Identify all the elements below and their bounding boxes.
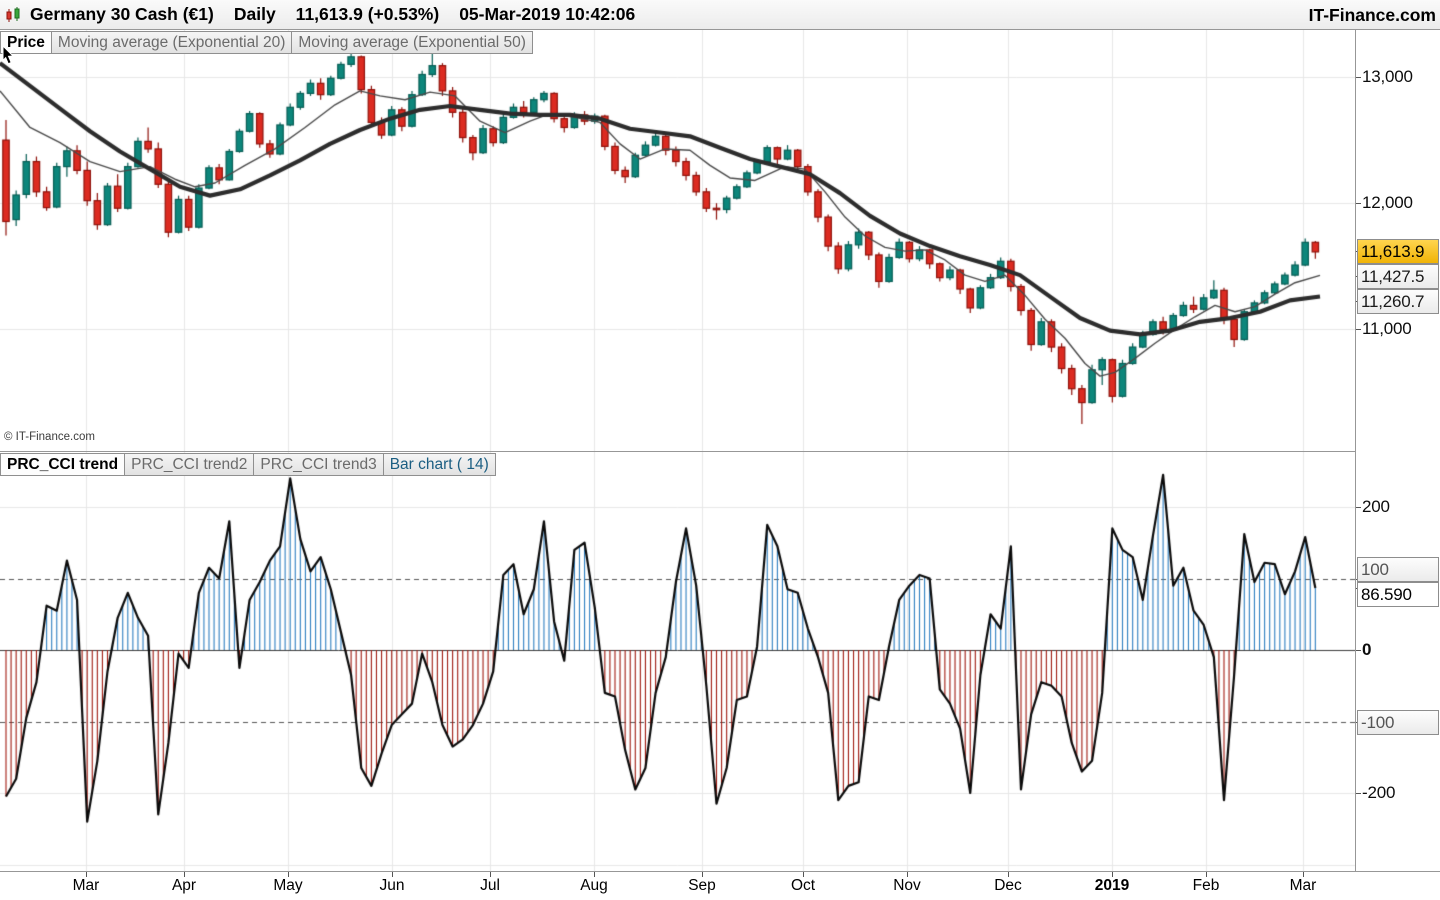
month-label-jun: Jun: [379, 877, 405, 894]
month-tick: [594, 872, 595, 877]
candlestick-logo-icon: [5, 6, 23, 24]
tab-moving-average-exponential-50-[interactable]: Moving average (Exponential 50): [291, 31, 533, 54]
value-axis[interactable]: 13,000 12,000 11,000 11,613.9 11,427.5 11,260…: [1355, 30, 1440, 871]
month-tick: [392, 872, 393, 877]
month-label-sep: Sep: [688, 877, 716, 894]
axis-tick: [1356, 203, 1361, 205]
month-label-may: May: [273, 877, 303, 894]
month-label-2019: 2019: [1094, 877, 1130, 894]
axis-tick: [1356, 650, 1361, 651]
time-axis[interactable]: Mar Apr May Jun Jul Aug Sep Oct Nov Dec 2019 Feb Mar: [0, 871, 1440, 900]
timeframe-label: Daily: [233, 4, 276, 24]
mouse-cursor-icon: [2, 44, 16, 70]
ema50-value-badge: 11,260.7: [1357, 288, 1439, 314]
last-quote: 11,613.9 (+0.53%): [295, 4, 440, 24]
tab-bar-chart-14-[interactable]: Bar chart ( 14): [382, 453, 496, 476]
price-tick-12,000: 12,000: [1362, 193, 1413, 213]
month-tick: [490, 872, 491, 877]
cci-tick--200: -200: [1362, 783, 1396, 802]
price-indicator-tabs: Price Moving average (Exponential 20) Movi…: [0, 31, 533, 54]
header-bar: Germany 30 Cash (€1) Daily 11,613.9 (+0.…: [0, 0, 1440, 30]
copyright-watermark: © IT-Finance.com: [4, 431, 95, 443]
panel-separator: [0, 451, 1355, 452]
cci-level-badge--100: -100: [1357, 709, 1439, 735]
month-label-apr: Apr: [171, 877, 197, 894]
month-tick: [803, 872, 804, 877]
axis-tick: [1356, 507, 1361, 508]
month-tick: [1206, 872, 1207, 877]
quote-datetime: 05-Mar-2019 10:42:06: [459, 4, 636, 24]
month-tick: [184, 872, 185, 877]
price-tick-13,000: 13,000: [1362, 67, 1413, 86]
price-tick-11,000: 11,000: [1362, 319, 1412, 339]
cci-tick-0: 0: [1362, 640, 1372, 659]
axis-tick: [1356, 329, 1361, 331]
month-label-feb: Feb: [1192, 877, 1220, 894]
cci-indicator-tabs: PRC_CCI trend PRC_CCI trend2 PRC_CCI trend…: [0, 453, 496, 476]
tab-prc-cci-trend3[interactable]: PRC_CCI trend3: [253, 453, 384, 476]
ema20-value-badge: 11,427.5: [1357, 263, 1439, 289]
month-tick: [288, 872, 289, 877]
tab-moving-average-exponential-20-[interactable]: Moving average (Exponential 20): [50, 31, 293, 54]
tab-prc-cci-trend2[interactable]: PRC_CCI trend2: [124, 453, 255, 476]
month-label-aug: Aug: [580, 877, 608, 894]
instrument-title: Germany 30 Cash (€1): [30, 4, 214, 24]
month-tick: [702, 872, 703, 877]
month-label-jul: Jul: [480, 877, 500, 894]
month-label-mar: Mar: [72, 877, 100, 894]
month-tick: [1008, 872, 1009, 877]
month-label-oct: Oct: [790, 877, 816, 894]
last-price-badge: 11,613.9: [1357, 238, 1439, 264]
month-label-mar: Mar: [1289, 877, 1317, 894]
month-label-dec: Dec: [994, 877, 1022, 894]
price-chart-canvas[interactable]: [0, 30, 1355, 451]
month-tick: [1112, 872, 1113, 877]
axis-tick: [1356, 793, 1361, 794]
cci-tick-200: 200: [1362, 497, 1390, 516]
brand-logo-text: IT-Finance.com: [1308, 5, 1436, 25]
month-tick: [907, 872, 908, 877]
cci-chart-canvas[interactable]: [0, 452, 1355, 871]
month-tick: [86, 872, 87, 877]
tab-price[interactable]: Price: [0, 31, 52, 54]
month-label-nov: Nov: [893, 877, 921, 894]
cci-level-badge-100: 100: [1357, 556, 1439, 582]
axis-tick: [1356, 77, 1361, 78]
cci-last-value-badge: 86.590: [1357, 582, 1439, 608]
tab-prc-cci-trend[interactable]: PRC_CCI trend: [0, 453, 126, 476]
month-tick: [1303, 872, 1304, 877]
